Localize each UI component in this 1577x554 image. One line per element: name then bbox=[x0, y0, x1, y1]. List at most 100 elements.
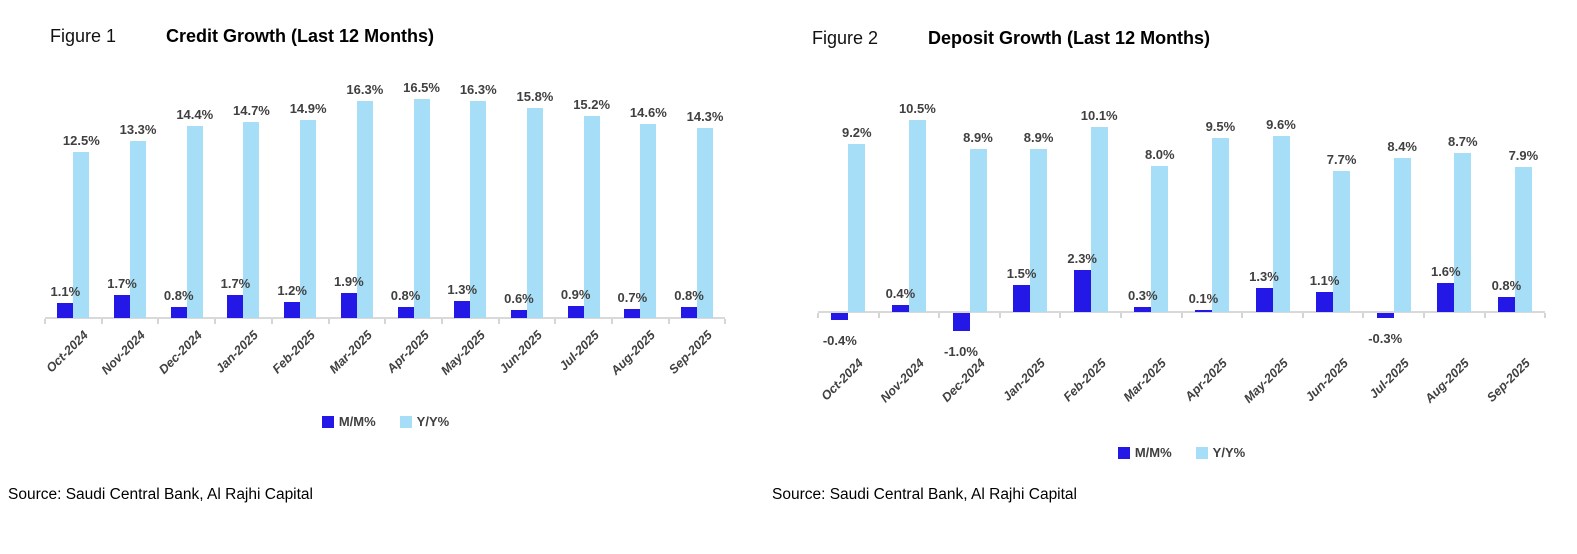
data-label-mm: 0.8% bbox=[674, 288, 704, 303]
data-label-yy: 9.6% bbox=[1266, 117, 1296, 132]
data-label-mm: 0.3% bbox=[1127, 288, 1158, 303]
mm-swatch-icon bbox=[1117, 446, 1130, 459]
data-label-mm: 0.7% bbox=[617, 290, 648, 305]
axis-tick bbox=[1120, 313, 1122, 318]
bar-yy-Feb-2025 bbox=[300, 120, 317, 318]
bar-mm-Mar-2025 bbox=[340, 293, 357, 318]
axis-tick bbox=[384, 319, 387, 324]
data-label-yy: 10.1% bbox=[1080, 108, 1118, 123]
data-label-mm: 1.3% bbox=[447, 282, 478, 297]
data-label-yy: 8.7% bbox=[1447, 134, 1478, 149]
figure2-label: Figure 2 bbox=[812, 28, 879, 48]
bar-yy-Nov-2024 bbox=[130, 141, 147, 318]
yy-swatch-icon bbox=[399, 415, 412, 428]
bar-mm-Jan-2025 bbox=[227, 295, 244, 318]
bar-mm-Jun-2025 bbox=[510, 310, 527, 318]
figure2-title: Deposit Growth (Last 12 Months) bbox=[928, 28, 1211, 48]
axis-tick bbox=[1180, 313, 1183, 318]
bar-yy-Mar-2025 bbox=[1151, 166, 1169, 312]
axis-tick bbox=[667, 319, 670, 324]
data-label-yy: 10.5% bbox=[898, 101, 936, 116]
axis-tick bbox=[1059, 313, 1062, 318]
bar-yy-Apr-2025 bbox=[1211, 138, 1229, 312]
bar-mm-Feb-2025 bbox=[284, 302, 301, 318]
axis-tick bbox=[157, 319, 160, 324]
data-label-mm: -1.0% bbox=[944, 344, 978, 359]
axis-tick bbox=[611, 319, 613, 324]
bar-mm-Sep-2025 bbox=[1497, 297, 1515, 312]
bar-yy-Jun-2025 bbox=[1333, 171, 1351, 312]
bar-yy-Oct-2024 bbox=[73, 152, 90, 318]
legend-entry-mm: M/M% bbox=[1117, 445, 1172, 460]
bar-yy-Dec-2024 bbox=[969, 149, 987, 312]
bar-mm-Sep-2025 bbox=[681, 307, 698, 318]
data-label-mm: -0.3% bbox=[1368, 331, 1403, 346]
axis-tick bbox=[1423, 313, 1425, 318]
bar-mm-Aug-2025 bbox=[1437, 283, 1455, 312]
axis-tick bbox=[497, 319, 500, 324]
axis-tick bbox=[938, 313, 941, 318]
data-label-mm: 1.5% bbox=[1006, 266, 1037, 281]
x-axis-line bbox=[45, 317, 726, 319]
legend-mm-label: M/M% bbox=[1134, 445, 1172, 460]
data-label-yy: 14.7% bbox=[233, 103, 270, 118]
legend-entry-mm: M/M% bbox=[321, 414, 376, 429]
bar-mm-May-2025 bbox=[1255, 288, 1273, 312]
figure1-title-row: Figure 1 Credit Growth (Last 12 Months) bbox=[50, 26, 434, 47]
bar-mm-Jul-2025 bbox=[567, 306, 584, 318]
bar-mm-Oct-2024 bbox=[57, 303, 74, 318]
bar-yy-May-2025 bbox=[1272, 136, 1290, 312]
data-label-yy: 16.3% bbox=[346, 82, 384, 97]
figure1-legend: M/M% Y/Y% bbox=[45, 414, 726, 429]
data-label-yy: 12.5% bbox=[62, 133, 100, 148]
figure2-legend: M/M% Y/Y% bbox=[818, 445, 1545, 460]
legend-mm-label: M/M% bbox=[338, 414, 376, 429]
axis-tick bbox=[44, 319, 46, 324]
bar-yy-Jun-2025 bbox=[526, 108, 543, 318]
axis-tick bbox=[998, 313, 1001, 318]
bar-mm-Apr-2025 bbox=[1194, 310, 1212, 312]
bar-yy-Feb-2025 bbox=[1090, 127, 1108, 312]
axis-tick bbox=[1241, 313, 1244, 318]
bar-mm-Aug-2025 bbox=[624, 309, 641, 318]
bar-yy-May-2025 bbox=[470, 101, 487, 318]
axis-tick bbox=[440, 319, 443, 324]
axis-tick bbox=[214, 319, 217, 324]
data-label-yy: 16.5% bbox=[403, 80, 440, 95]
data-label-yy: 16.3% bbox=[459, 82, 497, 97]
data-label-mm: 0.8% bbox=[390, 288, 421, 303]
data-label-yy: 14.9% bbox=[289, 101, 327, 116]
bar-yy-Oct-2024 bbox=[848, 144, 866, 312]
data-label-mm: 0.8% bbox=[163, 288, 194, 303]
bar-yy-Mar-2025 bbox=[356, 101, 373, 318]
data-label-mm: 0.6% bbox=[504, 291, 534, 306]
bar-yy-Sep-2025 bbox=[1514, 167, 1532, 312]
bar-mm-Dec-2024 bbox=[952, 313, 970, 331]
data-label-mm: -0.4% bbox=[822, 333, 857, 348]
data-label-yy: 7.7% bbox=[1326, 152, 1357, 167]
bar-yy-Dec-2024 bbox=[186, 126, 203, 318]
bar-mm-Feb-2025 bbox=[1073, 270, 1091, 312]
axis-tick bbox=[1362, 313, 1365, 318]
bar-mm-Jan-2025 bbox=[1013, 285, 1031, 312]
legend-yy-label: Y/Y% bbox=[1212, 445, 1246, 460]
axis-tick bbox=[327, 319, 330, 324]
axis-tick bbox=[100, 319, 103, 324]
axis-tick bbox=[877, 313, 880, 318]
figure1-source: Source: Saudi Central Bank, Al Rajhi Cap… bbox=[8, 486, 313, 503]
data-label-yy: 8.9% bbox=[1023, 130, 1054, 145]
data-label-yy: 8.4% bbox=[1387, 139, 1417, 154]
data-label-yy: 14.3% bbox=[686, 109, 724, 124]
figure1-label: Figure 1 bbox=[50, 26, 117, 46]
bar-mm-May-2025 bbox=[454, 301, 471, 318]
data-label-yy: 9.2% bbox=[841, 125, 872, 140]
figure1-title: Credit Growth (Last 12 Months) bbox=[166, 26, 435, 46]
figure2-title-row: Figure 2 Deposit Growth (Last 12 Months) bbox=[812, 28, 1210, 49]
data-label-mm: 1.3% bbox=[1249, 269, 1279, 284]
data-label-mm: 0.9% bbox=[560, 287, 591, 302]
bar-yy-Jan-2025 bbox=[1030, 149, 1048, 312]
axis-tick bbox=[1544, 313, 1547, 318]
data-label-yy: 9.5% bbox=[1205, 119, 1236, 134]
